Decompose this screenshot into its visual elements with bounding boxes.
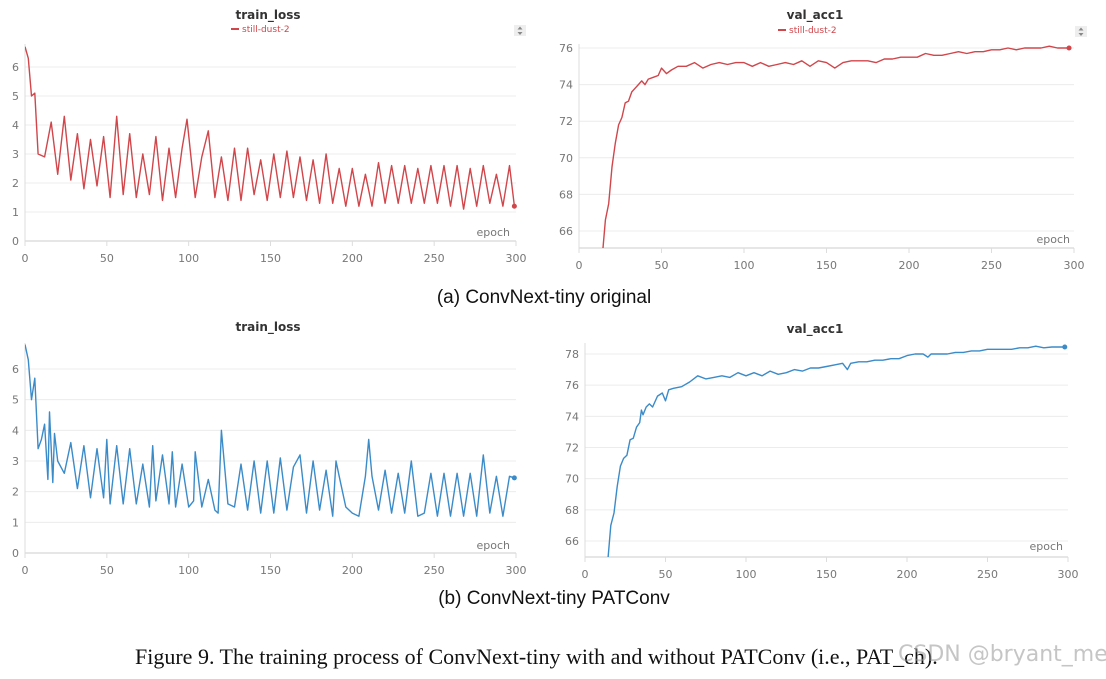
x-axis-label: epoch [1030,540,1064,553]
sort-arrows-icon[interactable] [514,25,526,36]
y-tick-label: 6 [12,363,19,376]
series-end-point [511,475,517,481]
y-tick-label: 3 [12,455,19,468]
y-tick-label: 6 [12,61,19,74]
x-tick-label: 250 [424,252,445,265]
y-tick-label: 74 [565,410,579,423]
series-line [25,344,515,517]
y-tick-label: 4 [12,119,19,132]
series-line [602,45,1069,248]
y-tick-label: 1 [12,206,19,219]
x-axis-label: epoch [477,226,511,239]
x-tick-label: 100 [736,568,757,581]
y-tick-label: 2 [12,177,19,190]
x-tick-label: 300 [506,252,527,265]
y-tick-label: 74 [559,79,573,92]
series-line [25,46,516,210]
chart-0: train_loss still-dust-2 0 1 2 3 4 5 6 0 50 100 150 20… [12,8,527,265]
chart-3: val_acc1 66 68 70 72 74 76 78 0 50 100 150 200 250 300… [565,322,1079,581]
legend-label: still-dust-2 [242,25,290,35]
y-tick-label: 2 [12,486,19,499]
x-tick-label: 50 [659,568,673,581]
legend: still-dust-2 [778,26,837,36]
y-tick-label: 72 [559,115,573,128]
chart-title: train_loss [235,320,300,335]
chart-2: train_loss 0 1 2 3 4 5 6 0 50 100 150 200 250 300 epoch [12,320,527,577]
series-end-point [511,203,517,209]
x-tick-label: 200 [899,259,920,272]
chart-title: val_acc1 [787,322,844,337]
y-tick-label: 66 [565,535,579,548]
y-tick-label: 76 [559,42,573,55]
x-tick-label: 150 [260,252,281,265]
y-tick-label: 3 [12,148,19,161]
chart-title: train_loss [235,8,300,23]
x-tick-label: 300 [1058,568,1079,581]
x-tick-label: 100 [734,259,755,272]
y-tick-label: 66 [559,225,573,238]
y-tick-label: 0 [12,235,19,248]
x-tick-label: 50 [100,252,114,265]
y-tick-label: 1 [12,516,19,529]
x-tick-label: 150 [816,568,837,581]
x-tick-label: 200 [342,564,363,577]
watermark: CSDN @bryant_meng [898,642,1106,667]
y-tick-label: 68 [559,188,573,201]
x-tick-label: 150 [260,564,281,577]
x-tick-label: 300 [1064,259,1085,272]
x-tick-label: 0 [22,564,29,577]
x-tick-label: 200 [897,568,918,581]
y-tick-label: 70 [559,152,573,165]
chart-title: val_acc1 [787,8,844,23]
x-tick-label: 250 [424,564,445,577]
y-tick-label: 0 [12,547,19,560]
x-tick-label: 0 [22,252,29,265]
x-tick-label: 250 [977,568,998,581]
x-tick-label: 100 [178,252,199,265]
x-axis-label: epoch [477,539,511,552]
x-tick-label: 50 [100,564,114,577]
y-tick-label: 76 [565,379,579,392]
x-tick-label: 150 [816,259,837,272]
legend-label: still-dust-2 [789,26,837,36]
chart-1: val_acc1 still-dust-2 66 68 70 72 74 76 0 50 100 15… [559,8,1087,272]
series-end-point [1066,45,1072,51]
x-tick-label: 250 [981,259,1002,272]
y-tick-label: 72 [565,442,579,455]
y-tick-label: 70 [565,473,579,486]
x-axis-label: epoch [1037,233,1071,246]
x-tick-label: 0 [582,568,589,581]
y-tick-label: 5 [12,90,19,103]
y-tick-label: 68 [565,504,579,517]
caption-a: (a) ConvNext-tiny original [436,287,652,308]
y-tick-label: 5 [12,394,19,407]
y-tick-label: 4 [12,424,19,437]
x-tick-label: 100 [178,564,199,577]
caption-b: (b) ConvNext-tiny PATConv [438,588,670,609]
sort-arrows-icon[interactable] [1075,26,1087,37]
x-tick-label: 50 [655,259,669,272]
x-tick-label: 300 [506,564,527,577]
x-tick-label: 0 [576,259,583,272]
legend: still-dust-2 [231,25,290,35]
series-line [607,345,1065,557]
x-tick-label: 200 [342,252,363,265]
figure-caption: Figure 9. The training process of ConvNe… [135,644,938,669]
y-tick-label: 78 [565,348,579,361]
series-end-point [1062,344,1068,350]
